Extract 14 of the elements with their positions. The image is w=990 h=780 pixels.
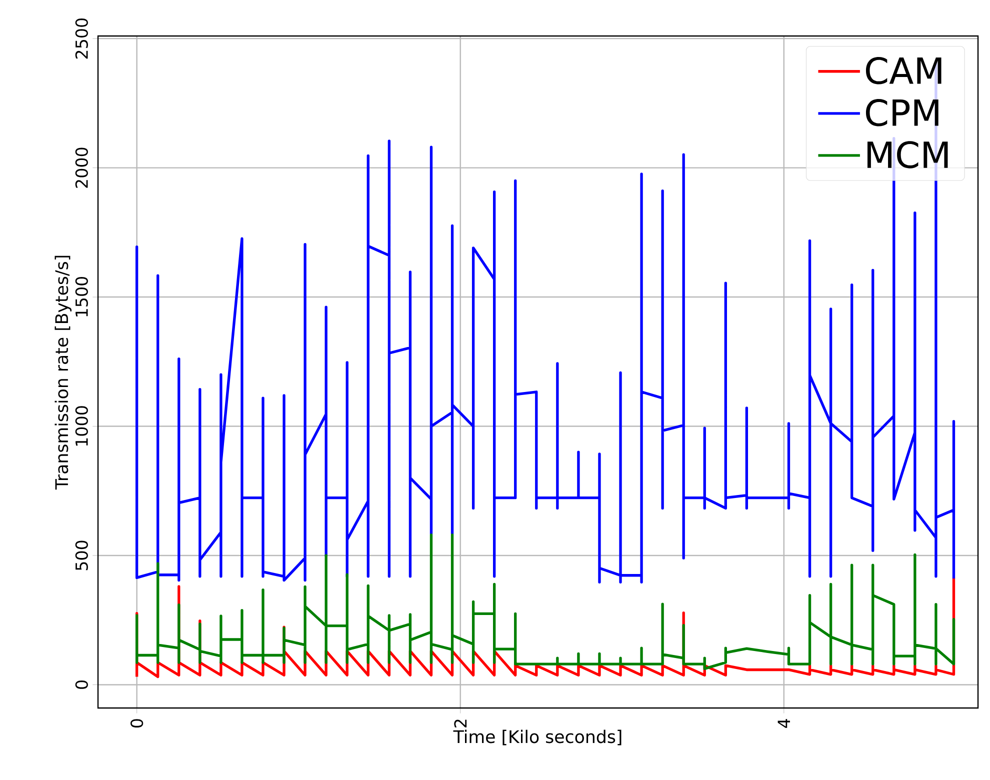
x-tick-label: 4 (778, 718, 790, 728)
y-tick-label: 500 (75, 540, 88, 570)
y-tick-label: 2000 (75, 148, 88, 188)
legend-label: MCM (867, 141, 948, 168)
y-tick-label: 1500 (75, 276, 88, 316)
y-axis-title: Transmission rate [Bytes/s] (54, 256, 72, 490)
y-tick-label: 2500 (75, 18, 88, 59)
legend-label: CPM (866, 99, 938, 126)
legend-label: CAM (866, 56, 942, 84)
x-tick-label: 0 (130, 719, 144, 728)
x-tick-label: 2 (454, 720, 467, 728)
x-axis-title: Time [Kilo seconds] (453, 730, 622, 746)
y-tick-label: 1000 (75, 406, 88, 446)
y-tick-label: 0 (75, 680, 88, 689)
